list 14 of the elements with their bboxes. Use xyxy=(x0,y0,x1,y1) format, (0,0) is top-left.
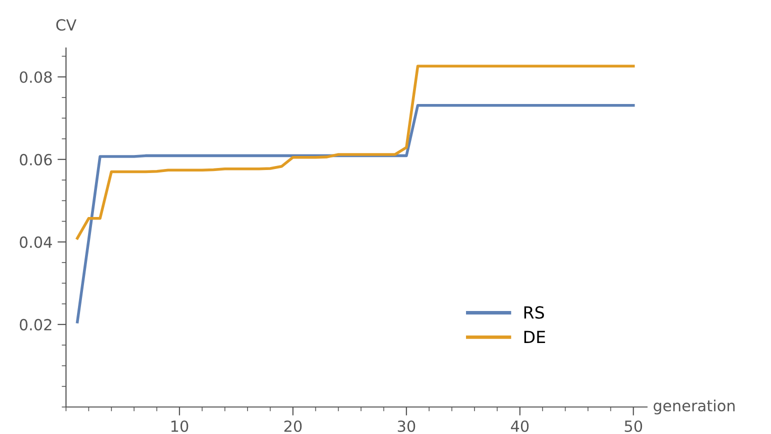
legend-label: RS xyxy=(524,306,544,319)
x-tick-label: 30 xyxy=(398,420,416,432)
line-series xyxy=(76,64,635,240)
legend-label: DE xyxy=(524,330,546,344)
x-tick-label: 20 xyxy=(284,420,302,432)
x-tick-label: 50 xyxy=(624,420,642,432)
y-axis-title: CV xyxy=(56,19,76,31)
x-axis-title: generation xyxy=(654,400,735,414)
y-tick-label: 0.04 xyxy=(20,236,52,248)
y-tick-label: 0.06 xyxy=(20,154,52,166)
x-tick-label: 40 xyxy=(510,420,529,432)
y-tick-label: 0.02 xyxy=(20,318,52,330)
x-tick-label: 10 xyxy=(171,420,188,432)
y-tick-label: 0.08 xyxy=(20,71,52,83)
